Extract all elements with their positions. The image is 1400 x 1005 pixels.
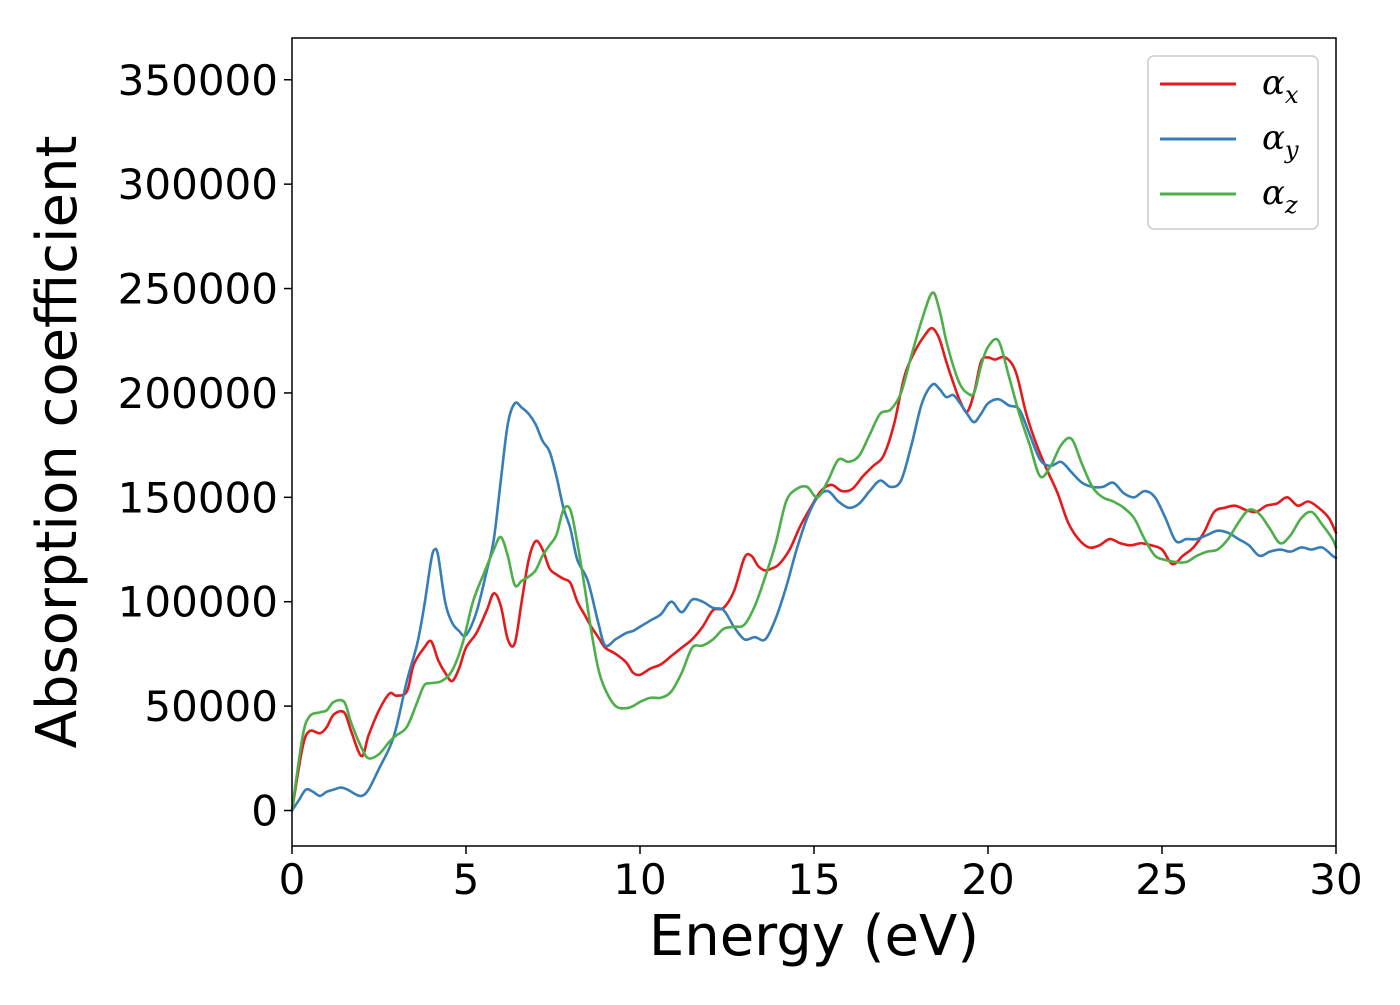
x-tick-label: 25 — [1135, 855, 1188, 904]
series-layer — [290, 291, 1338, 812]
x-tick-label: 10 — [613, 855, 666, 904]
x-tick-label: 30 — [1309, 855, 1362, 904]
y-tick-label: 300000 — [118, 160, 278, 209]
x-tick-label: 0 — [279, 855, 306, 904]
series-line-z — [290, 291, 1338, 812]
y-tick-label: 250000 — [118, 265, 278, 314]
x-axis-label: Energy (eV) — [649, 904, 979, 969]
y-ticks: 0 50000 100000 150000 200000 250000 300000 3500… — [118, 56, 292, 836]
legend-label-y: αy — [1262, 118, 1299, 164]
legend: αx αy αz — [1147, 55, 1319, 230]
y-tick-label: 350000 — [118, 56, 278, 105]
y-tick-label: 200000 — [118, 369, 278, 418]
y-axis-label: Absorption coefficient — [25, 136, 90, 749]
y-tick-label: 0 — [251, 787, 278, 836]
legend-label-z: αz — [1262, 173, 1298, 219]
legend-label-x: αx — [1262, 63, 1299, 109]
x-tick-label: 20 — [961, 855, 1014, 904]
x-tick-label: 15 — [787, 855, 840, 904]
series-line-y — [290, 382, 1338, 812]
legend-box — [1147, 55, 1319, 230]
y-tick-label: 100000 — [118, 578, 278, 627]
y-tick-label: 50000 — [144, 682, 278, 731]
x-tick-label: 5 — [453, 855, 480, 904]
y-tick-label: 150000 — [118, 473, 278, 522]
x-ticks: 0 5 10 15 20 25 30 — [279, 846, 1363, 904]
series-line-x — [290, 326, 1338, 812]
